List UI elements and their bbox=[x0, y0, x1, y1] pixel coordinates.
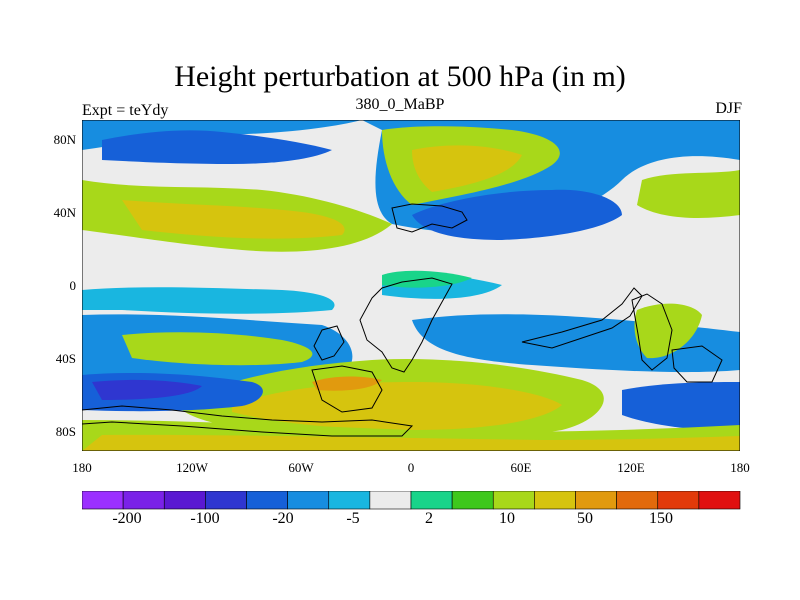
colorbar-box bbox=[246, 491, 288, 510]
lon-label-120w: 120W bbox=[176, 460, 208, 475]
lat-label-40n: 40N bbox=[53, 205, 76, 220]
colorbar-label: -200 bbox=[112, 510, 142, 527]
lat-label-80s: 80S bbox=[55, 424, 76, 439]
colorbar-box bbox=[163, 491, 206, 510]
colorbar-box bbox=[287, 491, 330, 510]
colorbar-label: 10 bbox=[499, 510, 515, 527]
south-east-positive bbox=[634, 303, 702, 359]
lon-label-120e: 120E bbox=[617, 460, 645, 475]
lon-label-60w: 60W bbox=[288, 460, 314, 475]
colorbar-box bbox=[122, 491, 165, 510]
colorbar-label: 2 bbox=[425, 510, 433, 527]
colorbar-label: -5 bbox=[346, 510, 360, 527]
colorbar-box bbox=[657, 491, 700, 510]
lon-label-60e: 60E bbox=[510, 460, 532, 475]
lon-label-180w: 180 bbox=[72, 460, 92, 475]
southern-positive-max bbox=[312, 376, 382, 391]
north-strong-negative bbox=[102, 130, 332, 164]
southern-positive-core bbox=[232, 382, 562, 430]
north-positive-core bbox=[412, 145, 522, 192]
plot-title: Height perturbation at 500 hPa (in m) bbox=[174, 60, 626, 93]
pacific-negative-core bbox=[412, 189, 622, 240]
lon-label-0: 0 bbox=[407, 460, 415, 475]
height-perturbation-map bbox=[82, 120, 740, 451]
south-polar-band-core bbox=[82, 434, 740, 451]
colorbar-box bbox=[410, 491, 453, 510]
tropical-negative bbox=[82, 287, 335, 314]
colorbar-box bbox=[534, 491, 576, 510]
colorbar-box bbox=[616, 491, 659, 510]
atlantic-positive-core bbox=[122, 200, 345, 239]
colorbar-box bbox=[575, 491, 617, 510]
continent-outlines bbox=[82, 203, 723, 437]
colorbar-box bbox=[328, 491, 371, 510]
period-label: 380_0_MaBP bbox=[355, 96, 445, 113]
colorbar-box bbox=[492, 491, 535, 510]
colorbar-box bbox=[82, 491, 124, 510]
lat-label-80n: 80N bbox=[53, 132, 76, 147]
colorbar-box bbox=[698, 491, 741, 510]
south-polar-strong bbox=[92, 379, 202, 400]
colorbar-label: 50 bbox=[577, 510, 593, 527]
colorbar-label: 150 bbox=[649, 510, 673, 527]
experiment-label: Expt = teYdy bbox=[82, 102, 169, 119]
south-east-negative bbox=[622, 382, 740, 431]
colorbar-box bbox=[451, 491, 494, 510]
colorbar bbox=[82, 491, 741, 510]
colorbar-box bbox=[369, 491, 412, 510]
colorbar-label: -100 bbox=[190, 510, 220, 527]
south-positive-ridge bbox=[122, 332, 313, 366]
season-label: DJF bbox=[715, 100, 742, 117]
east-positive bbox=[637, 170, 740, 218]
lat-label-0: 0 bbox=[69, 278, 77, 293]
colorbar-label: -20 bbox=[272, 510, 294, 527]
lon-label-180e: 180 bbox=[730, 460, 750, 475]
lat-label-40s: 40S bbox=[55, 351, 76, 366]
colorbar-box bbox=[205, 491, 247, 510]
